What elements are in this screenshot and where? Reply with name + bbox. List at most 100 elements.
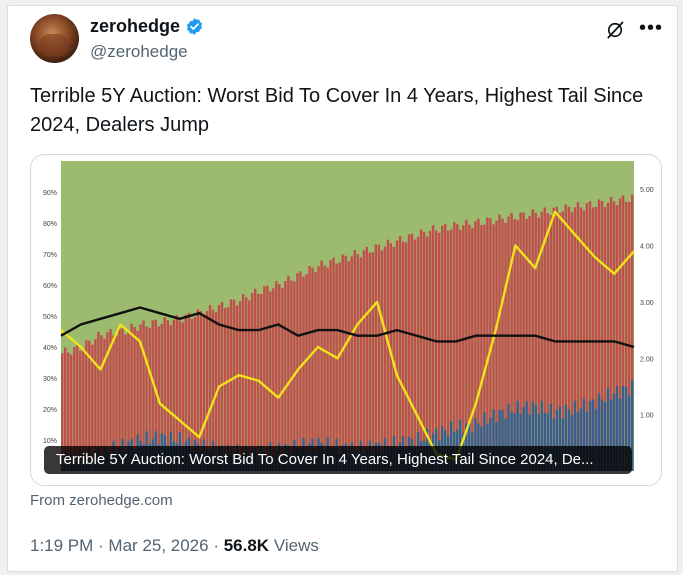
media-card[interactable]: 10% 20% 30% 40% 50% 60% 70% 80% 90% 1.00 2.00 3.00 4… — [30, 154, 662, 486]
blue-bar — [546, 413, 549, 471]
red-bar — [154, 319, 157, 471]
red-bar — [618, 198, 622, 471]
verified-badge-icon — [187, 18, 203, 35]
red-bar — [621, 195, 625, 471]
red-bar — [413, 239, 417, 471]
red-bar — [386, 239, 390, 471]
red-bar — [184, 314, 188, 471]
red-bar — [335, 263, 338, 471]
red-bar — [127, 330, 130, 471]
red-bar — [489, 218, 492, 471]
red-bar — [383, 246, 387, 471]
red-bar — [223, 307, 227, 471]
red-bar — [537, 217, 540, 471]
red-bar — [64, 347, 67, 471]
blue-bar — [525, 401, 528, 471]
left-axis-tick-label: 90% — [43, 190, 57, 197]
red-bar — [187, 312, 191, 471]
red-bar — [450, 229, 453, 471]
red-bar — [272, 288, 275, 471]
red-bar — [299, 271, 302, 471]
red-bar — [353, 250, 356, 471]
red-bar — [308, 266, 311, 471]
red-bar — [567, 206, 571, 471]
red-bar — [603, 206, 607, 471]
red-bar — [540, 211, 543, 471]
blue-bar — [501, 410, 504, 471]
red-bar — [196, 309, 200, 471]
red-bar — [516, 219, 519, 471]
red-bar — [136, 330, 139, 471]
blue-bar — [609, 399, 613, 471]
red-bar — [229, 299, 233, 471]
red-bar — [85, 340, 88, 471]
red-bar — [166, 320, 170, 471]
red-bar — [374, 244, 378, 471]
red-bar — [317, 266, 320, 471]
tweet-date[interactable]: Mar 25, 2026 — [108, 536, 209, 555]
blue-bar — [540, 400, 543, 471]
right-axis-tick-label: 1.00 — [640, 413, 654, 420]
red-bar — [124, 334, 127, 471]
black-line — [60, 306, 635, 349]
display-name[interactable]: zerohedge — [90, 16, 181, 36]
grok-icon[interactable] — [605, 20, 625, 40]
red-bar — [70, 354, 73, 471]
source-link[interactable]: From zerohedge.com — [30, 492, 173, 509]
blue-bar — [591, 399, 595, 471]
more-icon[interactable]: ••• — [639, 17, 664, 39]
red-bar — [112, 335, 115, 471]
red-bar — [287, 275, 290, 471]
blue-bar — [537, 414, 540, 471]
red-bar — [498, 214, 501, 471]
red-bar — [211, 309, 215, 471]
red-bar — [332, 257, 335, 471]
red-bar — [431, 225, 435, 471]
red-bar — [534, 212, 537, 472]
views-count[interactable]: 56.8K — [223, 536, 270, 555]
red-bar — [407, 234, 411, 471]
blue-bar — [573, 400, 577, 471]
red-bar — [519, 212, 522, 471]
red-bar — [573, 207, 577, 471]
red-bar — [238, 301, 242, 471]
blue-bar — [631, 380, 634, 471]
red-bar — [142, 320, 145, 471]
tweet-time[interactable]: 1:19 PM — [30, 536, 94, 555]
red-bar — [531, 209, 534, 471]
display-name-row[interactable]: zerohedge — [90, 16, 204, 37]
blue-bar — [594, 408, 598, 471]
red-bar — [528, 216, 531, 471]
user-handle[interactable]: @zerohedge — [90, 42, 188, 61]
red-bar — [251, 293, 254, 471]
red-bar — [208, 305, 212, 471]
red-bar — [483, 224, 486, 471]
red-bar — [380, 250, 384, 471]
red-bar — [435, 230, 438, 471]
avatar[interactable] — [30, 14, 79, 63]
red-bar — [594, 206, 598, 471]
red-bar — [522, 212, 525, 471]
red-bar — [359, 257, 363, 471]
blue-bar — [570, 415, 574, 471]
left-axis-tick-label: 60% — [43, 283, 57, 290]
blue-bar — [513, 413, 516, 471]
red-bar — [350, 256, 353, 471]
blue-bar — [600, 399, 604, 471]
red-bar — [326, 267, 329, 471]
blue-bar — [606, 387, 610, 471]
red-bar — [362, 250, 366, 471]
blue-bar — [612, 393, 616, 471]
meta-separator: · — [208, 536, 224, 555]
red-bar — [474, 221, 477, 471]
blue-bar — [555, 410, 559, 471]
red-bar — [513, 219, 516, 471]
blue-bar — [489, 418, 492, 471]
red-bar — [549, 215, 553, 471]
blue-bar — [528, 414, 531, 471]
red-bar — [501, 218, 504, 471]
red-bar — [428, 230, 432, 471]
meta-separator: · — [93, 536, 109, 555]
red-bar — [199, 311, 203, 471]
right-axis-tick-label: 3.00 — [640, 300, 654, 307]
